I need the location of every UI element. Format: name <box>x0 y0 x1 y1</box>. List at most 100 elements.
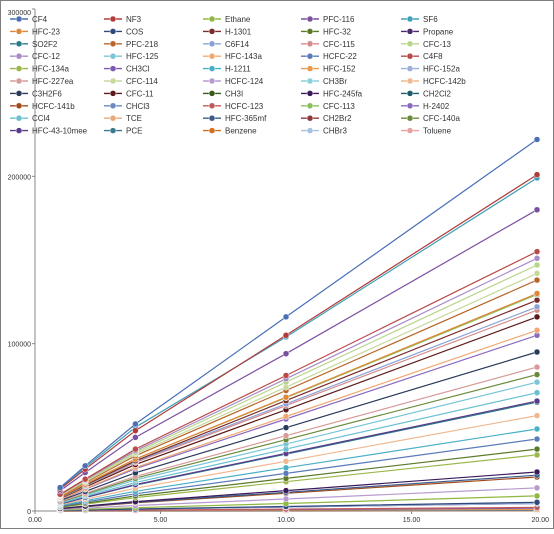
data-point <box>283 394 289 400</box>
legend-swatch-marker <box>16 128 22 134</box>
data-point <box>534 137 540 143</box>
legend-swatch-marker <box>307 90 313 96</box>
data-point <box>534 398 540 404</box>
legend-label: C3H2F6 <box>32 89 62 98</box>
legend-label: COS <box>126 27 143 36</box>
legend-label: CH3Br <box>323 77 347 86</box>
data-point <box>534 270 540 276</box>
data-point <box>283 496 289 502</box>
legend-swatch-marker <box>307 53 313 59</box>
legend-swatch-marker <box>407 53 413 59</box>
legend-label: HCFC-22 <box>323 52 357 61</box>
x-tick-label: 20.00 <box>531 517 549 524</box>
data-point <box>283 488 289 494</box>
data-point <box>534 426 540 432</box>
x-tick-label: 0.00 <box>28 517 42 524</box>
data-point <box>534 469 540 475</box>
legend-swatch-marker <box>110 128 116 134</box>
legend-label: CFC-12 <box>32 52 61 61</box>
legend-swatch-marker <box>307 28 313 34</box>
legend-label: NF3 <box>126 15 142 24</box>
legend-label: PFC-218 <box>126 40 159 49</box>
data-point <box>534 436 540 442</box>
data-point <box>534 390 540 396</box>
legend-swatch-marker <box>110 66 116 72</box>
legend-swatch-marker <box>209 90 215 96</box>
legend-swatch-marker <box>209 128 215 134</box>
legend-label: Benzene <box>225 127 257 136</box>
legend-swatch-marker <box>209 53 215 59</box>
legend-label: Ethane <box>225 15 251 24</box>
legend-label: CH3I <box>225 89 243 98</box>
legend-swatch-marker <box>209 103 215 109</box>
legend-label: HFC-365mf <box>225 114 267 123</box>
legend-swatch-marker <box>209 28 215 34</box>
x-tick-label: 15.00 <box>403 517 421 524</box>
data-point <box>283 332 289 338</box>
data-point <box>534 207 540 213</box>
data-point <box>132 421 138 427</box>
legend-label: CFC-140a <box>423 114 460 123</box>
data-point <box>534 413 540 419</box>
legend-label: CH3Cl <box>126 65 150 74</box>
legend-swatch-marker <box>209 78 215 84</box>
legend-swatch-marker <box>110 103 116 109</box>
legend-swatch-marker <box>16 66 22 72</box>
legend-swatch-marker <box>110 16 116 22</box>
legend-swatch-marker <box>407 41 413 47</box>
legend-label: CFC-115 <box>323 40 355 49</box>
legend-swatch-marker <box>110 90 116 96</box>
legend-swatch-marker <box>407 103 413 109</box>
legend-label: H-2402 <box>423 102 450 111</box>
legend-swatch-marker <box>16 41 22 47</box>
x-tick-label: 5.00 <box>154 517 168 524</box>
legend-swatch-marker <box>307 128 313 134</box>
data-point <box>534 499 540 505</box>
legend-label: CHBr3 <box>323 127 348 136</box>
data-point <box>132 434 138 440</box>
data-point <box>534 297 540 303</box>
data-point <box>534 262 540 268</box>
data-point <box>534 277 540 283</box>
legend-label: CH2Cl2 <box>423 89 452 98</box>
legend-label: HFC-245fa <box>323 89 363 98</box>
legend-label: HFC-152a <box>423 65 460 74</box>
legend-swatch-marker <box>407 90 413 96</box>
data-point <box>283 372 289 378</box>
legend-label: HCFC-142b <box>423 77 466 86</box>
data-point <box>283 470 289 476</box>
legend-swatch-marker <box>407 78 413 84</box>
legend-label: Toluene <box>423 127 452 136</box>
legend-label: CCl4 <box>32 114 50 123</box>
data-point <box>534 249 540 255</box>
data-point <box>57 485 63 491</box>
legend-swatch-marker <box>307 41 313 47</box>
data-point <box>534 349 540 355</box>
data-point <box>82 476 88 482</box>
y-tick-label: 100000 <box>8 342 31 349</box>
data-point <box>283 465 289 471</box>
legend-swatch-marker <box>110 28 116 34</box>
data-point <box>534 255 540 261</box>
data-point <box>534 446 540 452</box>
data-point <box>283 351 289 357</box>
data-point <box>82 463 88 469</box>
data-point <box>283 314 289 320</box>
data-point <box>534 304 540 310</box>
legend-label: HFC-43-10mee <box>32 127 88 136</box>
y-tick-label: 0 <box>27 509 31 516</box>
data-point <box>534 452 540 458</box>
legend-label: CH2Br2 <box>323 114 352 123</box>
legend-label: HCFC-123 <box>225 102 264 111</box>
data-point <box>283 433 289 439</box>
legend-swatch-marker <box>307 103 313 109</box>
legend-swatch-marker <box>110 41 116 47</box>
data-point <box>534 314 540 320</box>
legend-swatch-marker <box>209 66 215 72</box>
legend-swatch-marker <box>16 16 22 22</box>
legend-label: CFC-113 <box>323 102 355 111</box>
legend-label: HCFC-141b <box>32 102 75 111</box>
legend-swatch-marker <box>110 115 116 121</box>
